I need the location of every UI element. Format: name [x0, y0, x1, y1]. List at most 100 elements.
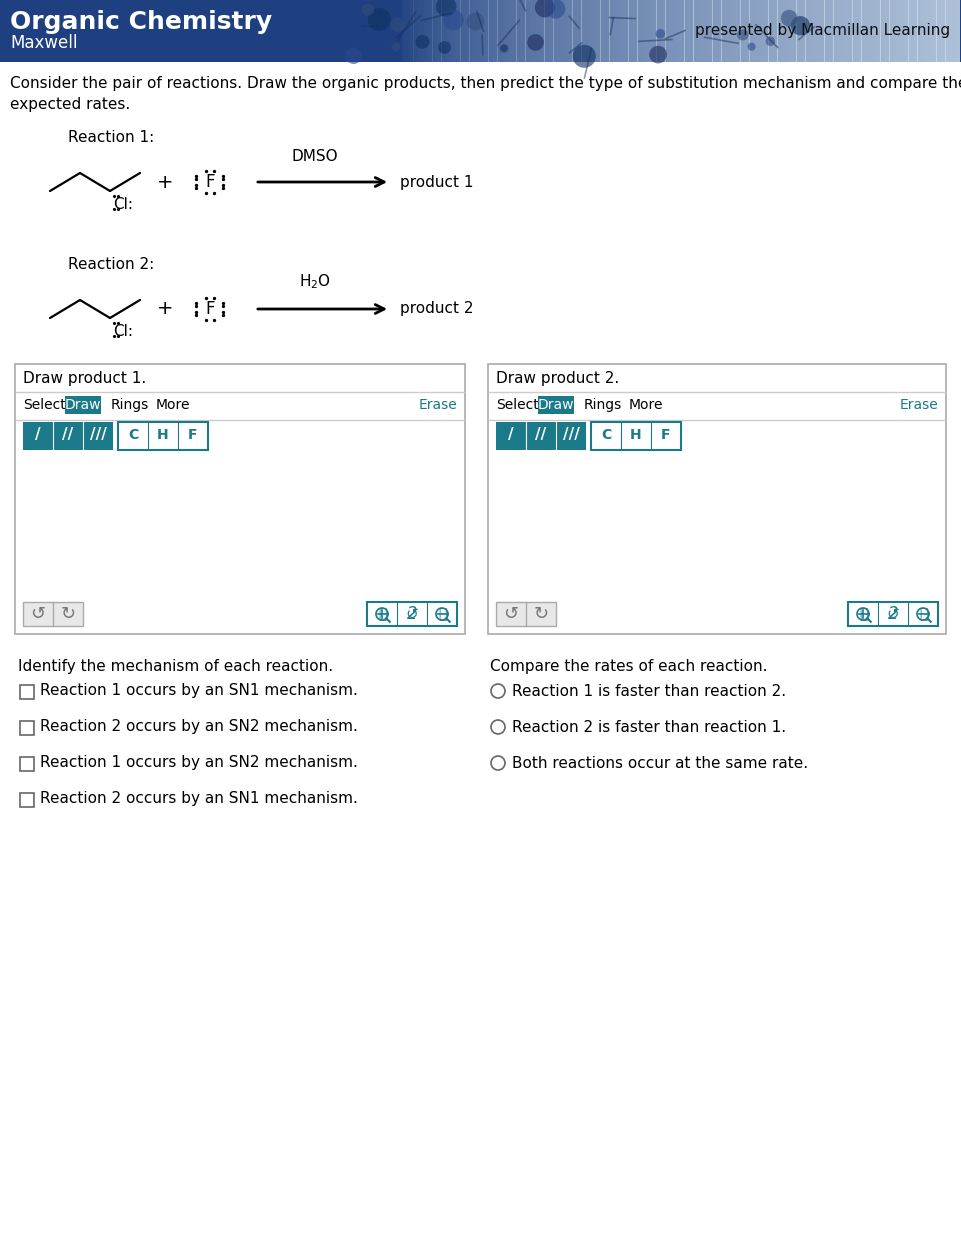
Bar	[593, 0, 594, 62]
Circle shape	[490, 720, 505, 734]
Bar	[950, 0, 951, 62]
Bar	[540, 0, 542, 62]
Bar	[669, 0, 671, 62]
Text: Draw: Draw	[537, 398, 574, 412]
Bar	[953, 0, 954, 62]
Bar	[479, 0, 480, 62]
Bar	[912, 0, 913, 62]
Bar	[510, 0, 511, 62]
Bar	[550, 0, 551, 62]
Bar	[472, 0, 474, 62]
Bar	[784, 0, 786, 62]
Bar	[801, 0, 802, 62]
Text: Select: Select	[23, 398, 65, 412]
Bar	[497, 0, 498, 62]
Bar	[535, 0, 536, 62]
Bar	[944, 0, 945, 62]
Bar	[927, 0, 929, 62]
Bar	[440, 0, 441, 62]
Bar	[723, 0, 725, 62]
Bar	[682, 0, 684, 62]
Bar	[419, 0, 420, 62]
Bar	[463, 0, 464, 62]
Bar	[715, 0, 716, 62]
Bar	[549, 0, 550, 62]
Bar	[478, 0, 480, 62]
Text: Reaction 1 occurs by an SΝ1 mechanism.: Reaction 1 occurs by an SΝ1 mechanism.	[40, 683, 357, 698]
Bar	[737, 0, 739, 62]
Bar	[591, 0, 592, 62]
Bar	[429, 0, 430, 62]
Bar	[805, 0, 807, 62]
Bar	[829, 0, 830, 62]
Bar	[614, 0, 616, 62]
Bar	[456, 0, 457, 62]
Bar	[838, 0, 839, 62]
Bar	[662, 0, 664, 62]
Bar	[536, 0, 537, 62]
Bar	[689, 0, 691, 62]
Bar	[906, 0, 907, 62]
Bar	[585, 0, 586, 62]
Bar	[893, 0, 894, 62]
Bar	[754, 0, 755, 62]
Bar	[530, 0, 531, 62]
Bar	[668, 0, 669, 62]
Bar	[645, 0, 646, 62]
Bar	[534, 0, 535, 62]
Bar	[542, 0, 543, 62]
Bar	[877, 0, 878, 62]
Bar	[661, 0, 662, 62]
Bar	[739, 0, 740, 62]
Bar	[716, 0, 718, 62]
Bar	[443, 0, 444, 62]
Bar	[918, 0, 919, 62]
Text: Reaction 2 occurs by an SΝ2 mechanism.: Reaction 2 occurs by an SΝ2 mechanism.	[40, 720, 357, 735]
Text: DMSO: DMSO	[291, 149, 338, 165]
Bar	[625, 0, 626, 62]
Bar	[921, 0, 923, 62]
Bar	[508, 0, 509, 62]
Bar	[604, 0, 605, 62]
Bar	[639, 0, 640, 62]
Circle shape	[490, 685, 505, 698]
Bar	[660, 0, 661, 62]
Bar	[457, 0, 459, 62]
Bar	[426, 0, 427, 62]
Bar	[747, 0, 748, 62]
Bar	[789, 0, 790, 62]
Bar	[525, 0, 526, 62]
Bar	[439, 0, 440, 62]
Bar	[899, 0, 900, 62]
Bar	[787, 0, 788, 62]
Bar	[847, 602, 937, 625]
Bar	[788, 0, 789, 62]
Bar	[916, 0, 917, 62]
Bar	[628, 0, 629, 62]
Bar	[845, 0, 846, 62]
Bar	[958, 0, 959, 62]
Bar	[688, 0, 689, 62]
Bar	[482, 0, 483, 62]
Bar	[477, 0, 478, 62]
Bar	[590, 422, 680, 450]
Bar	[609, 0, 610, 62]
Bar	[0, 0, 961, 62]
Bar	[746, 0, 747, 62]
Bar	[924, 0, 925, 62]
Bar	[721, 0, 722, 62]
Circle shape	[500, 44, 507, 53]
Bar	[728, 0, 729, 62]
Bar	[23, 602, 83, 625]
Text: ↺: ↺	[886, 607, 899, 622]
Bar	[448, 0, 449, 62]
Bar	[494, 0, 495, 62]
Bar	[951, 0, 952, 62]
Bar	[624, 0, 625, 62]
Bar	[693, 0, 694, 62]
Circle shape	[443, 10, 463, 30]
Bar	[529, 0, 530, 62]
Bar	[554, 0, 555, 62]
Circle shape	[736, 29, 748, 40]
Bar	[610, 0, 611, 62]
